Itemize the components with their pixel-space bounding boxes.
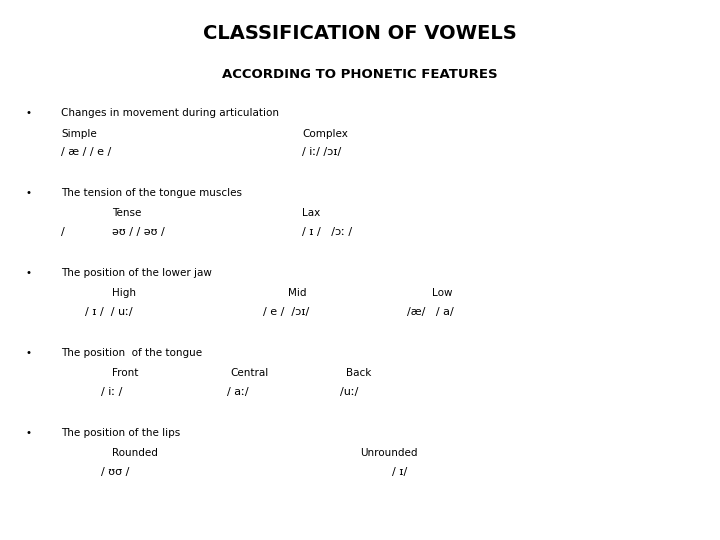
Text: / e /  /ɔɪ/: / e / /ɔɪ/ bbox=[263, 307, 309, 317]
Text: /æ/   / a/: /æ/ / a/ bbox=[407, 307, 454, 317]
Text: Low: Low bbox=[432, 288, 452, 299]
Text: The position of the lips: The position of the lips bbox=[61, 428, 181, 438]
Text: •: • bbox=[25, 188, 31, 198]
Text: •: • bbox=[25, 108, 31, 118]
Text: The tension of the tongue muscles: The tension of the tongue muscles bbox=[61, 188, 242, 198]
Text: Simple: Simple bbox=[61, 129, 97, 139]
Text: The position  of the tongue: The position of the tongue bbox=[61, 348, 202, 358]
Text: Central: Central bbox=[230, 368, 269, 379]
Text: / ʊσ /: / ʊσ / bbox=[101, 467, 129, 477]
Text: •: • bbox=[25, 268, 31, 278]
Text: əʊ / / əʊ /: əʊ / / əʊ / bbox=[112, 227, 164, 237]
Text: / iː/ /ɔɪ/: / iː/ /ɔɪ/ bbox=[302, 147, 342, 157]
Text: ACCORDING TO PHONETIC FEATURES: ACCORDING TO PHONETIC FEATURES bbox=[222, 68, 498, 80]
Text: Rounded: Rounded bbox=[112, 448, 158, 458]
Text: Lax: Lax bbox=[302, 208, 320, 219]
Text: The position of the lower jaw: The position of the lower jaw bbox=[61, 268, 212, 278]
Text: CLASSIFICATION OF VOWELS: CLASSIFICATION OF VOWELS bbox=[203, 24, 517, 43]
Text: / aː/: / aː/ bbox=[227, 387, 248, 397]
Text: Front: Front bbox=[112, 368, 138, 379]
Text: /uː/: /uː/ bbox=[340, 387, 359, 397]
Text: / iː /: / iː / bbox=[101, 387, 122, 397]
Text: / ɪ /  / uː/: / ɪ / / uː/ bbox=[85, 307, 132, 317]
Text: Back: Back bbox=[346, 368, 371, 379]
Text: Unrounded: Unrounded bbox=[360, 448, 418, 458]
Text: •: • bbox=[25, 348, 31, 358]
Text: / ɪ/: / ɪ/ bbox=[392, 467, 408, 477]
Text: Tense: Tense bbox=[112, 208, 141, 219]
Text: / æ / / e /: / æ / / e / bbox=[61, 147, 112, 157]
Text: /: / bbox=[61, 227, 65, 237]
Text: Complex: Complex bbox=[302, 129, 348, 139]
Text: •: • bbox=[25, 428, 31, 438]
Text: High: High bbox=[112, 288, 135, 299]
Text: Changes in movement during articulation: Changes in movement during articulation bbox=[61, 108, 279, 118]
Text: Mid: Mid bbox=[288, 288, 307, 299]
Text: / ɪ /   /ɔː /: / ɪ / /ɔː / bbox=[302, 227, 353, 237]
